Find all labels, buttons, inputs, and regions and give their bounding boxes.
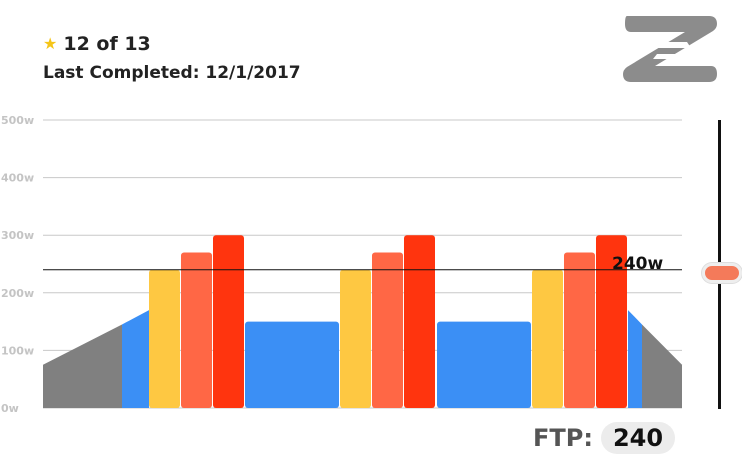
ramp-segment — [628, 310, 642, 408]
interval-bar — [372, 252, 403, 408]
workout-header: ★ 12 of 13 Last Completed: 12/1/2017 — [43, 32, 301, 83]
y-tick-label: 300w — [1, 229, 34, 242]
interval-bar — [245, 321, 339, 408]
interval-bar — [532, 269, 563, 408]
last-completed: Last Completed: 12/1/2017 — [43, 63, 301, 83]
interval-bar — [181, 252, 212, 408]
progress-count: 12 of 13 — [63, 33, 151, 55]
ramp-segment — [642, 324, 682, 408]
ftp-label: FTP: — [533, 424, 593, 452]
star-icon: ★ — [43, 34, 58, 53]
ftp-threshold-label: 240w — [612, 254, 663, 274]
y-tick-label: 500w — [1, 114, 34, 127]
ramp-segment — [43, 324, 122, 408]
y-tick-label: 400w — [1, 172, 34, 185]
interval-bar — [596, 235, 627, 408]
ftp-slider-handle[interactable] — [702, 263, 742, 283]
ramp-segment — [122, 310, 149, 408]
interval-bar — [437, 321, 531, 408]
y-tick-label: 100w — [1, 344, 34, 357]
ftp-value: 240 — [600, 422, 676, 454]
interval-bar — [564, 252, 595, 408]
ftp-display: FTP: 240 — [533, 422, 676, 454]
progress-row: ★ 12 of 13 — [43, 32, 301, 56]
y-tick-label: 200w — [1, 287, 34, 300]
interval-bar — [213, 235, 244, 408]
interval-bar — [149, 269, 180, 408]
y-tick-label: 0w — [1, 402, 19, 415]
zwift-z-logo-icon — [623, 16, 717, 82]
interval-bar — [340, 269, 371, 408]
interval-bar — [404, 235, 435, 408]
